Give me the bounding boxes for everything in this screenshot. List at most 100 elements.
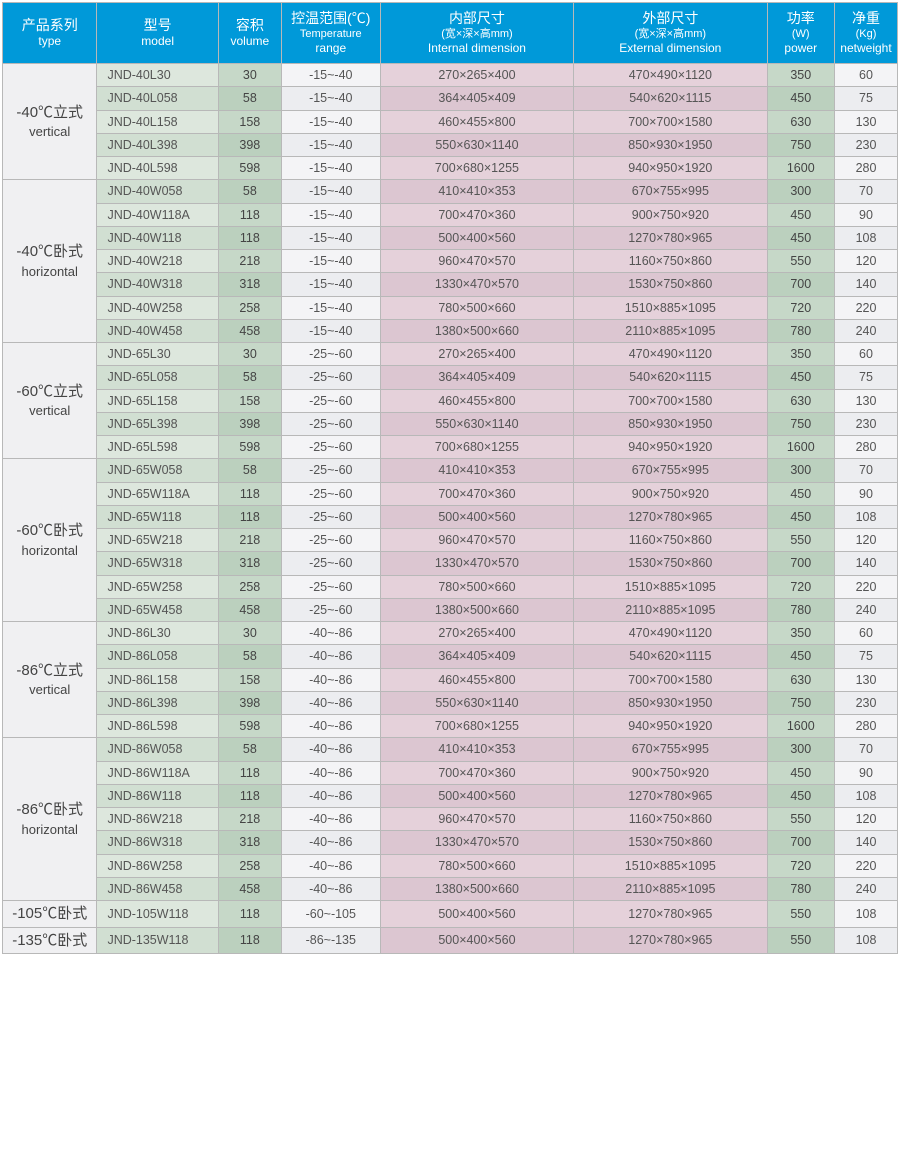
cell-model: JND-86W118: [97, 784, 218, 807]
cell-intdim: 410×410×353: [380, 459, 573, 482]
type-cn: -86℃卧式: [5, 800, 94, 820]
cell-power: 700: [767, 831, 834, 854]
cell-weight: 70: [834, 459, 897, 482]
cell-power: 450: [767, 761, 834, 784]
cell-power: 750: [767, 691, 834, 714]
cell-model: JND-65W058: [97, 459, 218, 482]
table-row: JND-40W118A118-15~-40700×470×360900×750×…: [3, 203, 898, 226]
col-header-sub: Temperature: [284, 27, 378, 41]
cell-temp: -25~-60: [281, 575, 380, 598]
cell-extdim: 540×620×1115: [574, 87, 767, 110]
cell-power: 630: [767, 389, 834, 412]
type-en: vertical: [5, 682, 94, 699]
cell-power: 1600: [767, 157, 834, 180]
cell-model: JND-86L058: [97, 645, 218, 668]
table-row: JND-86W318318-40~-861330×470×5701530×750…: [3, 831, 898, 854]
cell-model: JND-65W318: [97, 552, 218, 575]
cell-volume: 398: [218, 412, 281, 435]
cell-weight: 130: [834, 389, 897, 412]
cell-model: JND-40W218: [97, 250, 218, 273]
col-header-sub: (宽×深×高mm): [383, 27, 571, 41]
cell-volume: 58: [218, 366, 281, 389]
cell-model: JND-65L30: [97, 343, 218, 366]
table-row: JND-86W118118-40~-86500×400×5601270×780×…: [3, 784, 898, 807]
cell-temp: -40~-86: [281, 691, 380, 714]
cell-volume: 318: [218, 273, 281, 296]
cell-temp: -40~-86: [281, 715, 380, 738]
cell-intdim: 700×680×1255: [380, 157, 573, 180]
cell-extdim: 700×700×1580: [574, 668, 767, 691]
cell-weight: 220: [834, 296, 897, 319]
cell-model: JND-86L158: [97, 668, 218, 691]
table-row: -40℃卧式horizontalJND-40W05858-15~-40410×4…: [3, 180, 898, 203]
cell-volume: 118: [218, 505, 281, 528]
cell-extdim: 900×750×920: [574, 761, 767, 784]
cell-weight: 90: [834, 203, 897, 226]
cell-temp: -40~-86: [281, 668, 380, 691]
cell-extdim: 540×620×1115: [574, 366, 767, 389]
cell-weight: 230: [834, 133, 897, 156]
cell-power: 450: [767, 203, 834, 226]
col-header-type: 产品系列type: [3, 3, 97, 64]
cell-intdim: 500×400×560: [380, 901, 573, 928]
type-cn: -86℃立式: [5, 661, 94, 681]
cell-model: JND-65L398: [97, 412, 218, 435]
cell-weight: 75: [834, 366, 897, 389]
cell-intdim: 780×500×660: [380, 296, 573, 319]
cell-power: 350: [767, 343, 834, 366]
cell-extdim: 850×930×1950: [574, 133, 767, 156]
cell-temp: -15~-40: [281, 133, 380, 156]
cell-model: JND-65W458: [97, 598, 218, 621]
cell-extdim: 470×490×1120: [574, 64, 767, 87]
cell-weight: 280: [834, 157, 897, 180]
cell-extdim: 540×620×1115: [574, 645, 767, 668]
col-header-cn: 容积: [221, 16, 279, 34]
cell-weight: 130: [834, 668, 897, 691]
cell-model: JND-65L058: [97, 366, 218, 389]
table-row: JND-40L598598-15~-40700×680×1255940×950×…: [3, 157, 898, 180]
cell-model: JND-65W118A: [97, 482, 218, 505]
cell-weight: 220: [834, 575, 897, 598]
cell-volume: 458: [218, 877, 281, 900]
table-row: -105℃卧式JND-105W118118-60~-105500×400×560…: [3, 901, 898, 928]
cell-temp: -40~-86: [281, 831, 380, 854]
cell-power: 450: [767, 87, 834, 110]
cell-weight: 60: [834, 622, 897, 645]
cell-weight: 60: [834, 343, 897, 366]
cell-volume: 218: [218, 808, 281, 831]
cell-model: JND-40W258: [97, 296, 218, 319]
cell-volume: 58: [218, 180, 281, 203]
cell-model: JND-86W258: [97, 854, 218, 877]
type-cn: -60℃立式: [5, 382, 94, 402]
col-header-cn: 产品系列: [5, 16, 94, 34]
type-cell: -40℃卧式horizontal: [3, 180, 97, 343]
cell-intdim: 500×400×560: [380, 226, 573, 249]
cell-temp: -25~-60: [281, 505, 380, 528]
cell-extdim: 470×490×1120: [574, 343, 767, 366]
cell-weight: 108: [834, 784, 897, 807]
cell-weight: 120: [834, 250, 897, 273]
type-cn: -60℃卧式: [5, 521, 94, 541]
cell-model: JND-86W458: [97, 877, 218, 900]
cell-weight: 120: [834, 529, 897, 552]
cell-model: JND-86W318: [97, 831, 218, 854]
cell-intdim: 364×405×409: [380, 366, 573, 389]
cell-model: JND-86L398: [97, 691, 218, 714]
cell-extdim: 2110×885×1095: [574, 877, 767, 900]
cell-extdim: 1160×750×860: [574, 250, 767, 273]
cell-model: JND-40W058: [97, 180, 218, 203]
cell-extdim: 1530×750×860: [574, 831, 767, 854]
cell-temp: -25~-60: [281, 552, 380, 575]
type-en: vertical: [5, 403, 94, 420]
cell-volume: 598: [218, 436, 281, 459]
cell-extdim: 1160×750×860: [574, 529, 767, 552]
type-cell: -86℃卧式horizontal: [3, 738, 97, 901]
cell-volume: 118: [218, 482, 281, 505]
cell-intdim: 410×410×353: [380, 180, 573, 203]
col-header-intdim: 内部尺寸(宽×深×高mm)Internal dimension: [380, 3, 573, 64]
cell-temp: -25~-60: [281, 482, 380, 505]
cell-power: 700: [767, 552, 834, 575]
cell-model: JND-40W458: [97, 319, 218, 342]
cell-volume: 158: [218, 110, 281, 133]
cell-temp: -25~-60: [281, 529, 380, 552]
